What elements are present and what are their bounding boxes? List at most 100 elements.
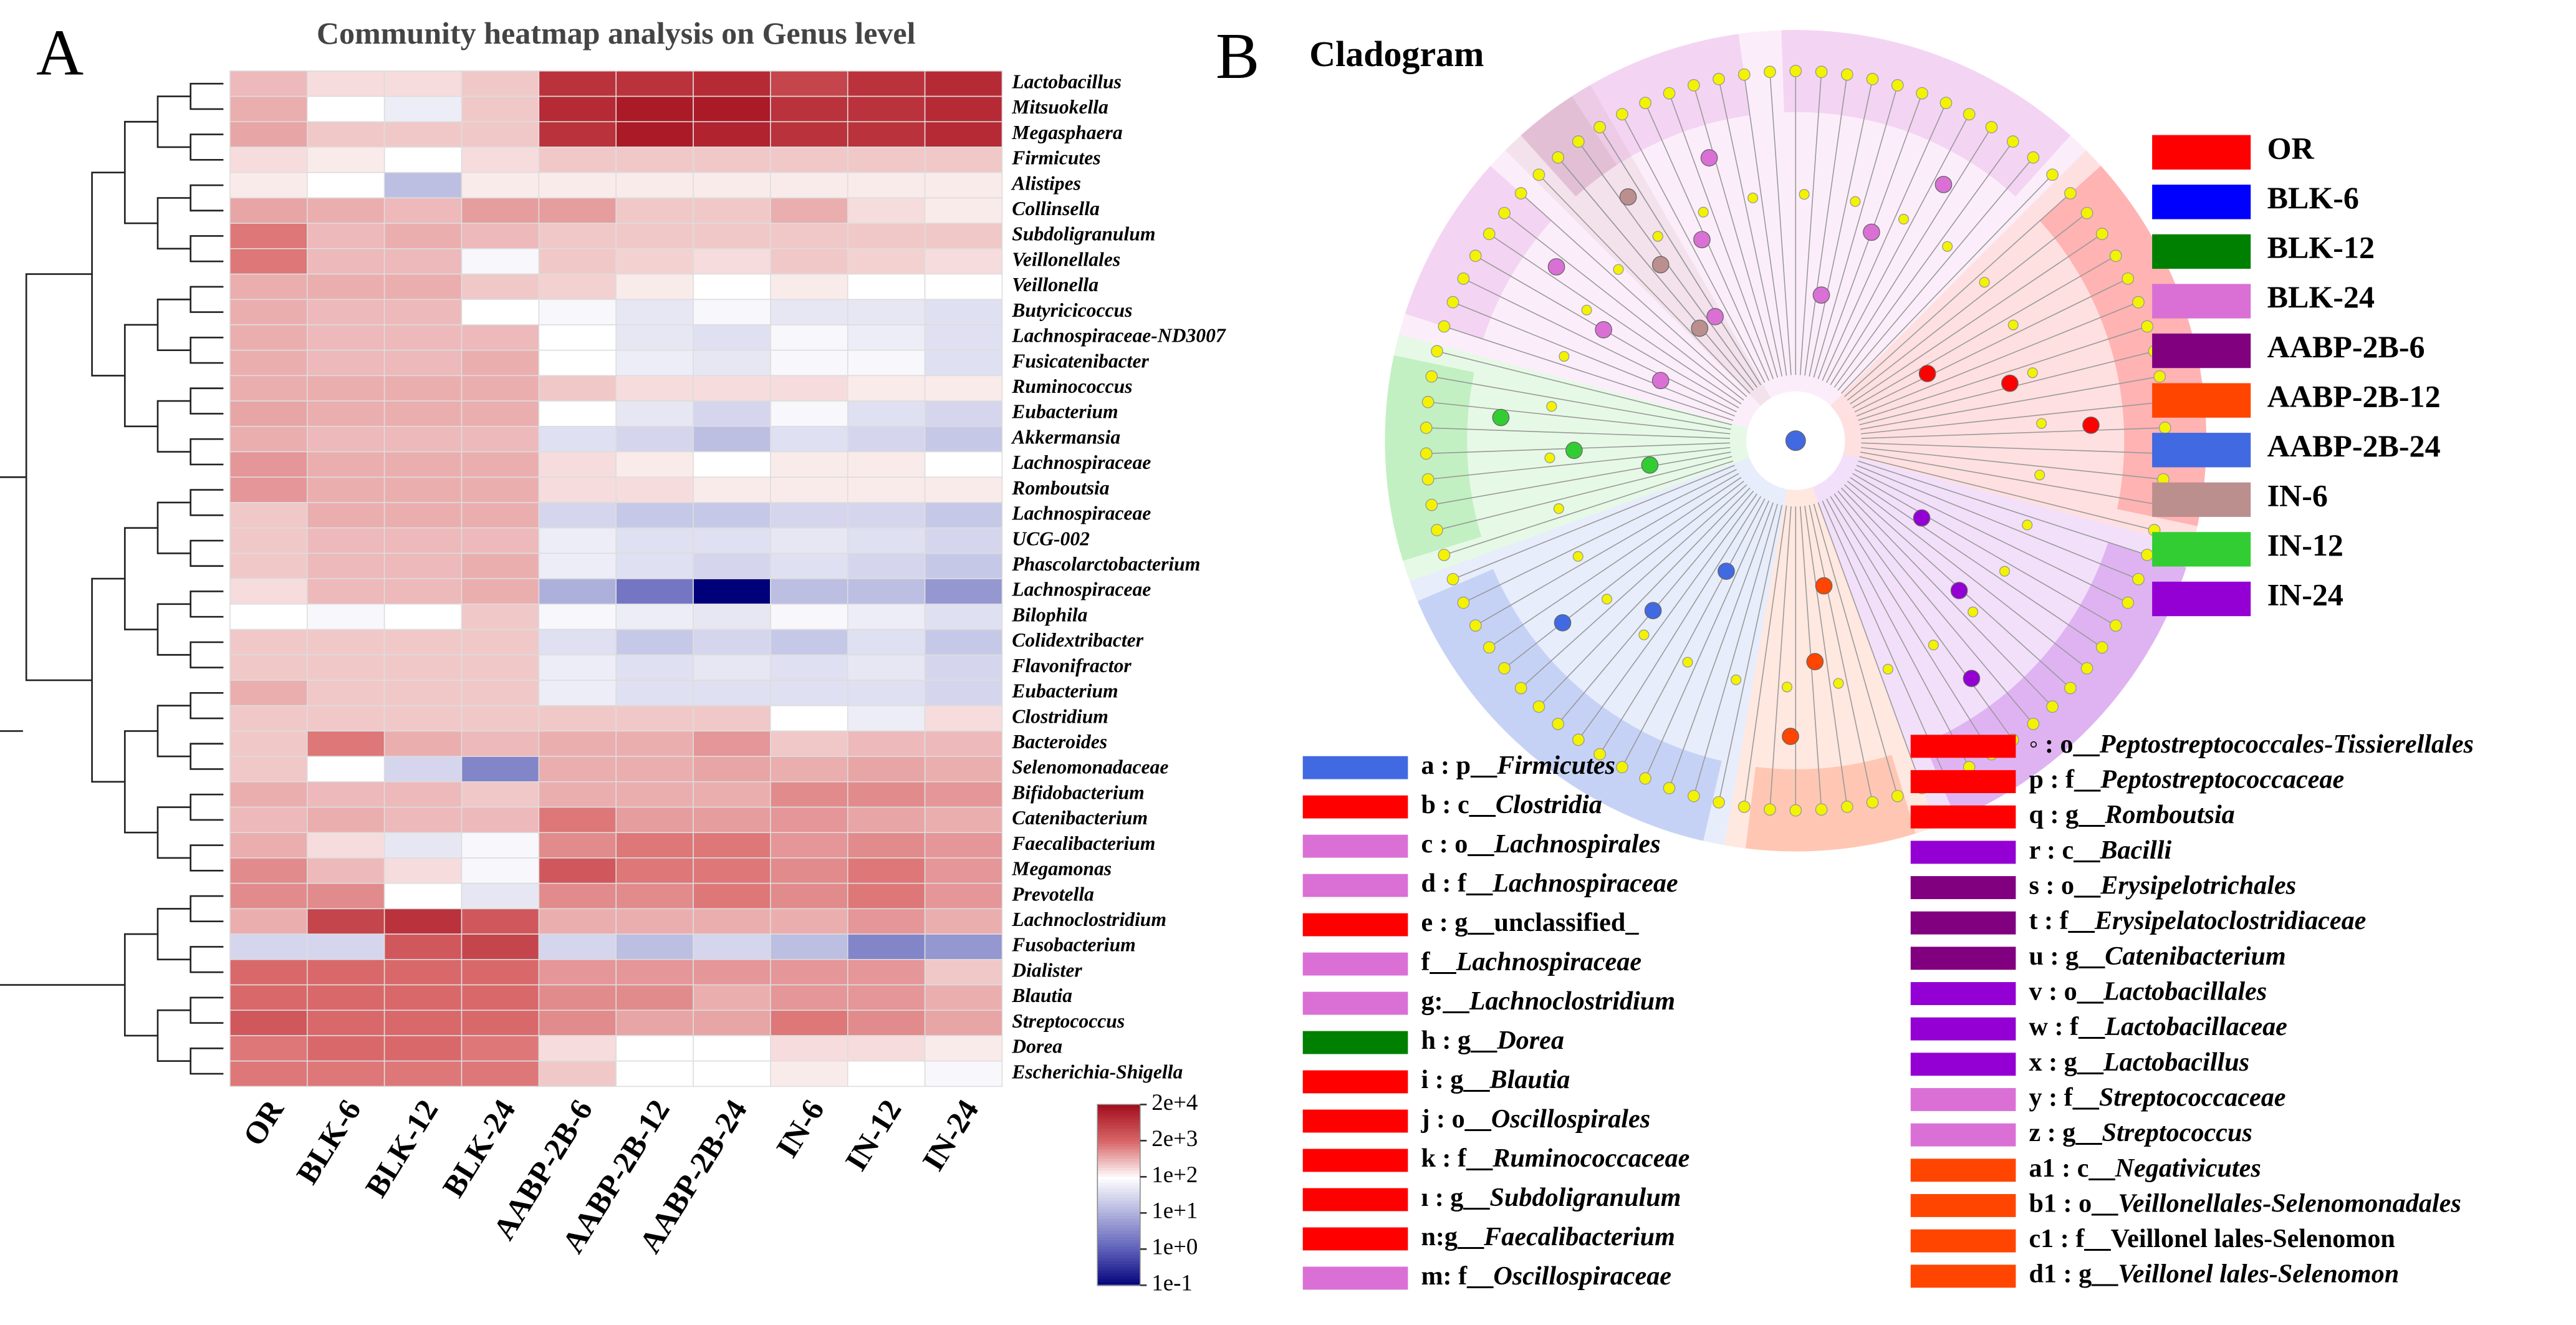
- row-label: Fusobacterium: [1011, 934, 1135, 956]
- key-code: f__: [1421, 947, 1456, 976]
- heat-cell: [847, 857, 926, 884]
- heat-cell: [615, 857, 694, 884]
- clade-node: [1942, 241, 1953, 252]
- key-taxon: Subdoligranulum: [1490, 1183, 1681, 1212]
- clade-branch: [1453, 301, 1735, 417]
- row-label: Alistipes: [1011, 172, 1081, 194]
- key-label: d : f__Lachnospiraceae: [1421, 869, 1678, 898]
- key-label: v : o__Lactobacillales: [2029, 976, 2267, 1006]
- key-code: b : c__: [1421, 790, 1496, 819]
- clade-node-highlight: [1950, 582, 1968, 599]
- colorbar-strip: [1097, 1270, 1140, 1274]
- heat-cell: [383, 147, 463, 173]
- clade-node: [1559, 350, 1570, 362]
- heat-cell: [770, 375, 848, 402]
- heat-cell: [847, 147, 926, 173]
- dendrogram-branch: [190, 1047, 224, 1075]
- heat-cell: [461, 552, 540, 579]
- key-code: m: f__: [1421, 1261, 1494, 1291]
- clade-branch: [1431, 376, 1731, 430]
- dendrogram-branch: [156, 298, 191, 351]
- row-label: Veillonella: [1012, 274, 1098, 296]
- clade-sector-outer: [1781, 29, 2071, 197]
- dendrogram-branch: [123, 120, 158, 224]
- x-tick-label: IN-12: [838, 1094, 908, 1177]
- dendrogram-branch: [91, 171, 125, 377]
- heat-cell: [615, 400, 694, 427]
- clade-branch: [1504, 213, 1744, 401]
- colorbar-label: 1e-1: [1151, 1270, 1193, 1296]
- clade-node: [1552, 151, 1565, 164]
- key-swatch: [1302, 913, 1408, 937]
- heat-cell: [383, 400, 463, 427]
- colorbar-strip: [1097, 1264, 1140, 1268]
- clade-branch: [1813, 85, 1898, 378]
- heat-cell: [229, 1009, 308, 1036]
- clade-node: [1789, 64, 1802, 77]
- heat-cell: [924, 984, 1003, 1011]
- row-label: Lachnospiraceae-ND3007: [1011, 325, 1226, 347]
- heat-cell: [924, 730, 1003, 757]
- heat-cell: [306, 654, 385, 681]
- clade-branch: [1489, 233, 1742, 405]
- key-code: t : f__: [2029, 906, 2095, 935]
- heat-cell: [847, 552, 926, 579]
- colorbar-strip: [1097, 1243, 1140, 1247]
- key-swatch: [1910, 1265, 2016, 1288]
- heat-cell: [461, 629, 540, 656]
- colorbar-frame: [1097, 1104, 1141, 1286]
- heat-cell: [306, 933, 385, 960]
- row-label: Eubacterium: [1011, 401, 1118, 423]
- colorbar-strip: [1097, 1149, 1140, 1154]
- clade-node: [1713, 72, 1725, 85]
- clade-node: [1891, 79, 1904, 92]
- heat-cell: [306, 680, 385, 706]
- heat-cell: [383, 959, 463, 986]
- heat-cell: [693, 882, 771, 910]
- heat-cell: [847, 324, 926, 351]
- heat-cell: [306, 273, 385, 301]
- heat-cell: [229, 705, 308, 732]
- dendrogram-branch: [190, 133, 224, 161]
- heat-cell: [924, 375, 1003, 402]
- dendrogram-branch: [190, 590, 224, 618]
- clade-branch: [1799, 72, 1822, 375]
- clade-node: [2109, 619, 2122, 632]
- heat-cell: [924, 552, 1003, 579]
- clade-node-highlight: [1651, 256, 1670, 274]
- heat-cell: [306, 147, 385, 173]
- key-swatch: [1910, 1193, 2016, 1217]
- heat-cell: [847, 1035, 926, 1062]
- dendrogram-branch: [190, 235, 224, 263]
- clade-node: [2080, 662, 2093, 675]
- clade-node: [1891, 789, 1904, 802]
- clade-branch: [1538, 174, 1751, 394]
- heat-cell: [770, 248, 848, 275]
- clade-node: [1928, 639, 1939, 651]
- key-taxon: Ruminococcaceae: [1492, 1144, 1689, 1173]
- clade-node: [2022, 519, 2033, 531]
- heat-cell: [847, 730, 926, 757]
- heat-cell: [461, 349, 540, 377]
- row-label: Mitsuokella: [1011, 96, 1108, 118]
- legend-swatch: [2152, 433, 2251, 468]
- heat-cell: [693, 121, 771, 148]
- colorbar-strip: [1097, 1203, 1140, 1208]
- colorbar-strip: [1097, 1180, 1140, 1184]
- clade-node-highlight: [1595, 321, 1613, 339]
- heat-cell: [770, 832, 848, 859]
- heat-cell: [924, 451, 1003, 478]
- clade-node: [1737, 801, 1751, 813]
- heat-cell: [770, 604, 848, 630]
- dendrogram-branch: [190, 946, 224, 973]
- heat-cell: [693, 705, 771, 732]
- legend-swatch: [2152, 333, 2251, 369]
- clade-node: [1544, 452, 1555, 463]
- row-label: Escherichia-Shigella: [1011, 1061, 1183, 1082]
- key-taxon: Clostridia: [1496, 790, 1602, 819]
- key-taxon: Veillonel lales-Selenomon: [2118, 1259, 2399, 1288]
- colorbar-strip: [1097, 1125, 1140, 1130]
- clade-branch: [1860, 376, 2160, 430]
- colorbar-strip: [1097, 1249, 1140, 1253]
- clade-node-highlight: [1812, 286, 1830, 304]
